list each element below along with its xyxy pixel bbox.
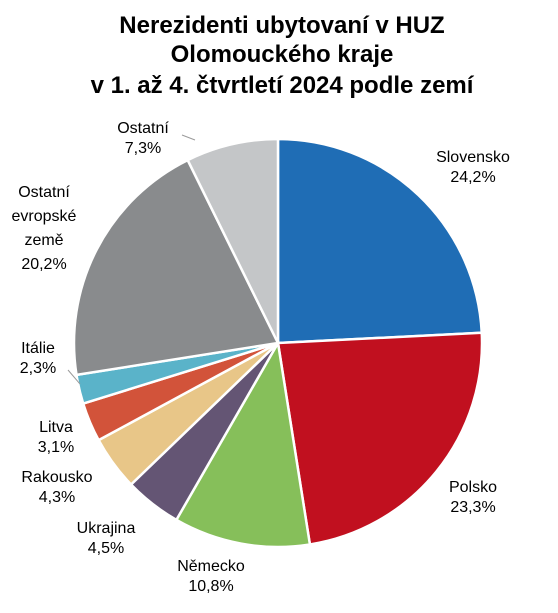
leader-lines	[67, 134, 196, 385]
pie-slice	[175, 341, 312, 549]
pie-slice	[186, 137, 280, 345]
pie-slice	[276, 137, 483, 345]
slice-labels: Slovensko 24,2% Polsko 23,3% Německo 10,8% Ukr…	[12, 120, 510, 595]
slice-label: Ostatní 7,3%	[117, 120, 169, 157]
leader-line	[181, 134, 196, 141]
slice-label: Německo 10,8%	[177, 558, 245, 595]
leader-line	[67, 369, 81, 385]
pie-slice	[276, 331, 484, 546]
chart-title-line: v 1. až 4. čtvrtletí 2024 podle zemí	[91, 72, 475, 99]
slice-label: Rakousko 4,3%	[21, 469, 92, 506]
chart-title-line: Olomouckého kraje	[171, 41, 394, 68]
slice-label: Ostatní evropské země 20,2%	[12, 184, 77, 273]
slice-label: Litva 3,1%	[38, 419, 74, 456]
chart-title-line: Nerezidenti ubytovaní v HUZ	[119, 12, 444, 39]
slice-label: Slovensko 24,2%	[436, 149, 510, 186]
slice-label: Itálie 2,3%	[20, 340, 56, 377]
pie-slice	[72, 158, 280, 377]
slice-label: Ukrajina 4,5%	[77, 520, 136, 557]
slice-label: Polsko 23,3%	[449, 479, 497, 516]
pie-slices	[72, 137, 484, 549]
